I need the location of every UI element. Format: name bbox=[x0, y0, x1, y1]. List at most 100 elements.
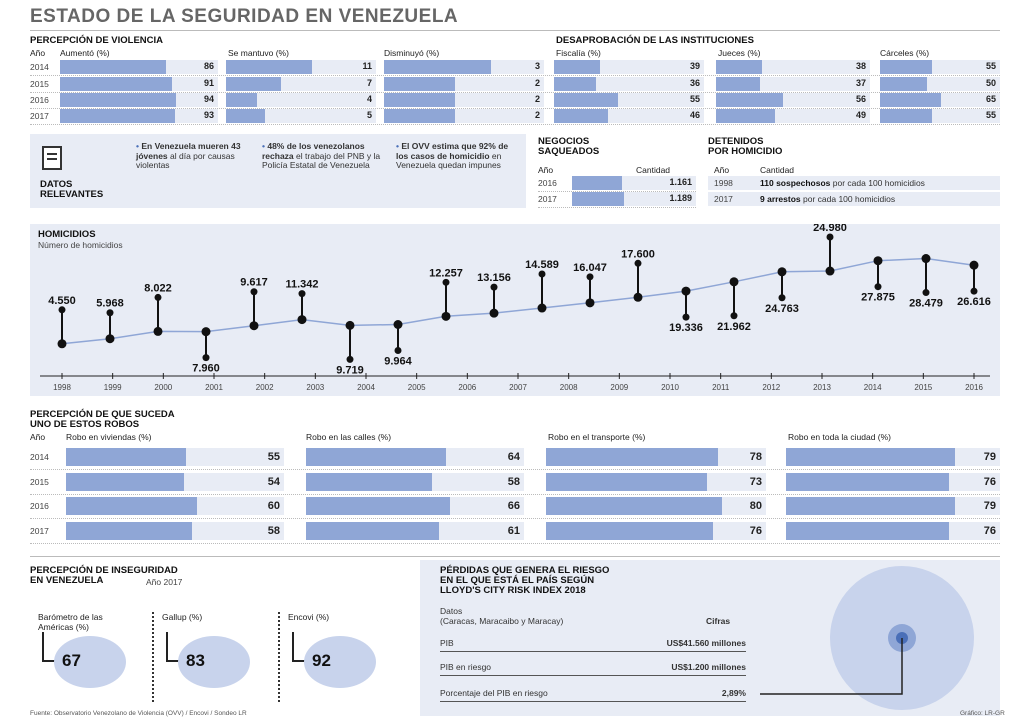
bar-row: 79 bbox=[786, 497, 1000, 515]
datos-item-bold: En Venezuela mueren 43 jóvenes bbox=[136, 141, 241, 161]
bar-row: 2 bbox=[384, 77, 544, 91]
bar-value: 50 bbox=[985, 78, 996, 88]
bar-fill bbox=[554, 77, 597, 91]
homicidios-point bbox=[153, 326, 163, 336]
detenidos-year: 2017 bbox=[714, 194, 733, 204]
row-divider bbox=[538, 191, 696, 192]
datos-item-text: en Venezuela quedan impunes bbox=[396, 150, 502, 170]
homicidios-stem-end bbox=[346, 355, 354, 363]
homicidios-point bbox=[969, 260, 979, 270]
x-tick-label: 2015 bbox=[914, 383, 932, 392]
row-divider bbox=[30, 518, 1000, 519]
homicidios-point bbox=[393, 320, 403, 330]
bar-row: 79 bbox=[786, 448, 1000, 466]
x-tick-label: 2014 bbox=[864, 383, 882, 392]
saqueados-heading-1: NEGOCIOS bbox=[538, 136, 590, 147]
value-bubble bbox=[178, 636, 250, 688]
row-divider bbox=[30, 92, 1000, 93]
bar-value: 1.161 bbox=[669, 177, 692, 187]
bar-value: 55 bbox=[267, 451, 280, 463]
inseguridad-year-note: Año 2017 bbox=[146, 577, 183, 587]
homicidios-point bbox=[729, 277, 739, 287]
value-bubble bbox=[304, 636, 376, 688]
bar-value: 3 bbox=[534, 61, 540, 71]
saqueados-bar: 1.189 bbox=[572, 192, 696, 206]
x-tick-label: 2008 bbox=[560, 383, 578, 392]
year-label: 2017 bbox=[30, 111, 49, 121]
bar-row: 36 bbox=[554, 77, 704, 91]
bar-value: 5 bbox=[366, 110, 372, 120]
homicidios-point bbox=[105, 334, 115, 344]
row-divider bbox=[30, 124, 1000, 125]
homicidios-data-label: 8.022 bbox=[144, 282, 172, 294]
homicidios-point bbox=[921, 254, 931, 264]
bar-fill bbox=[786, 522, 949, 540]
bar-value: 2 bbox=[534, 110, 540, 120]
detenidos-heading-2: POR HOMICIDIO bbox=[708, 146, 783, 157]
detenidos-row bbox=[708, 192, 1000, 206]
homicidios-stem-end bbox=[970, 287, 978, 295]
datos-item: • En Venezuela mueren 43 jóvenes al día … bbox=[136, 141, 258, 171]
homicidios-data-label: 26.616 bbox=[957, 296, 991, 308]
bar-value: 55 bbox=[689, 94, 700, 104]
homicidios-stem-end bbox=[154, 293, 162, 301]
bar-fill bbox=[786, 448, 956, 466]
bar-row: 11 bbox=[226, 60, 376, 74]
bar-row: 93 bbox=[60, 109, 218, 123]
bar-fill bbox=[546, 448, 718, 466]
perdidas-row-value: US$1.200 millones bbox=[671, 662, 746, 672]
bar-value: 46 bbox=[689, 110, 700, 120]
homicidios-stem-end bbox=[490, 283, 498, 291]
bar-value: 2 bbox=[534, 78, 540, 88]
homicidios-data-label: 12.257 bbox=[429, 267, 463, 279]
desaprobacion-heading: DESAPROBACIÓN DE LAS INSTITUCIONES bbox=[556, 35, 754, 46]
x-tick-label: 2011 bbox=[712, 383, 730, 392]
leader-line bbox=[292, 632, 306, 662]
bar-fill bbox=[226, 109, 265, 123]
bar-row: 86 bbox=[60, 60, 218, 74]
x-tick-label: 2016 bbox=[965, 383, 983, 392]
homicidios-point bbox=[825, 266, 835, 276]
homicidios-series-line bbox=[61, 257, 975, 345]
bar-row: 80 bbox=[546, 497, 766, 515]
bar-row: 76 bbox=[786, 522, 1000, 540]
title-divider bbox=[30, 30, 1000, 31]
bar-fill bbox=[880, 109, 932, 123]
bar-row: 5 bbox=[226, 109, 376, 123]
bar-fill bbox=[226, 77, 281, 91]
bar-row: 91 bbox=[60, 77, 218, 91]
detenidos-value: 9 arrestos por cada 100 homicidios bbox=[760, 194, 895, 204]
bar-fill bbox=[716, 77, 761, 91]
saqueados-col-year: Año bbox=[538, 165, 554, 175]
bar-value: 91 bbox=[203, 78, 214, 88]
x-tick-label: 2010 bbox=[661, 383, 679, 392]
homicidios-data-label: 11.342 bbox=[285, 279, 318, 291]
homicidios-stem-end bbox=[394, 347, 402, 355]
x-tick-label: 2009 bbox=[610, 383, 628, 392]
row-divider bbox=[30, 469, 1000, 470]
homicidios-data-label: 14.589 bbox=[525, 259, 559, 271]
perdidas-datos-label: Datos bbox=[440, 606, 463, 616]
datos-item-text: el trabajo del PNB y la Policía Estatal … bbox=[262, 150, 381, 170]
bar-fill bbox=[66, 522, 193, 540]
homicidios-point bbox=[201, 327, 211, 337]
x-tick-label: 2002 bbox=[256, 383, 274, 392]
footer-source: Fuente: Observatorio Venezolano de Viole… bbox=[30, 710, 247, 717]
homicidios-data-label: 19.336 bbox=[669, 322, 703, 334]
homicidios-stem-end bbox=[922, 289, 930, 297]
bar-value: 54 bbox=[267, 476, 280, 488]
bar-fill bbox=[554, 60, 600, 74]
x-tick-label: 2003 bbox=[306, 383, 324, 392]
year-label: 2014 bbox=[30, 62, 49, 72]
year-label: 2016 bbox=[30, 95, 49, 105]
bar-fill bbox=[554, 109, 608, 123]
bar-value: 86 bbox=[203, 61, 214, 71]
bar-fill bbox=[60, 77, 173, 91]
column-header: Robo en viviendas (%) bbox=[66, 432, 152, 442]
detenidos-rest: por cada 100 homicidios bbox=[803, 194, 896, 204]
bar-row: 38 bbox=[716, 60, 870, 74]
inseguridad-label: Encovi (%) bbox=[288, 612, 330, 622]
bar-value: 56 bbox=[855, 94, 866, 104]
bar-value: 4 bbox=[366, 94, 372, 104]
bar-row: 2 bbox=[384, 93, 544, 107]
